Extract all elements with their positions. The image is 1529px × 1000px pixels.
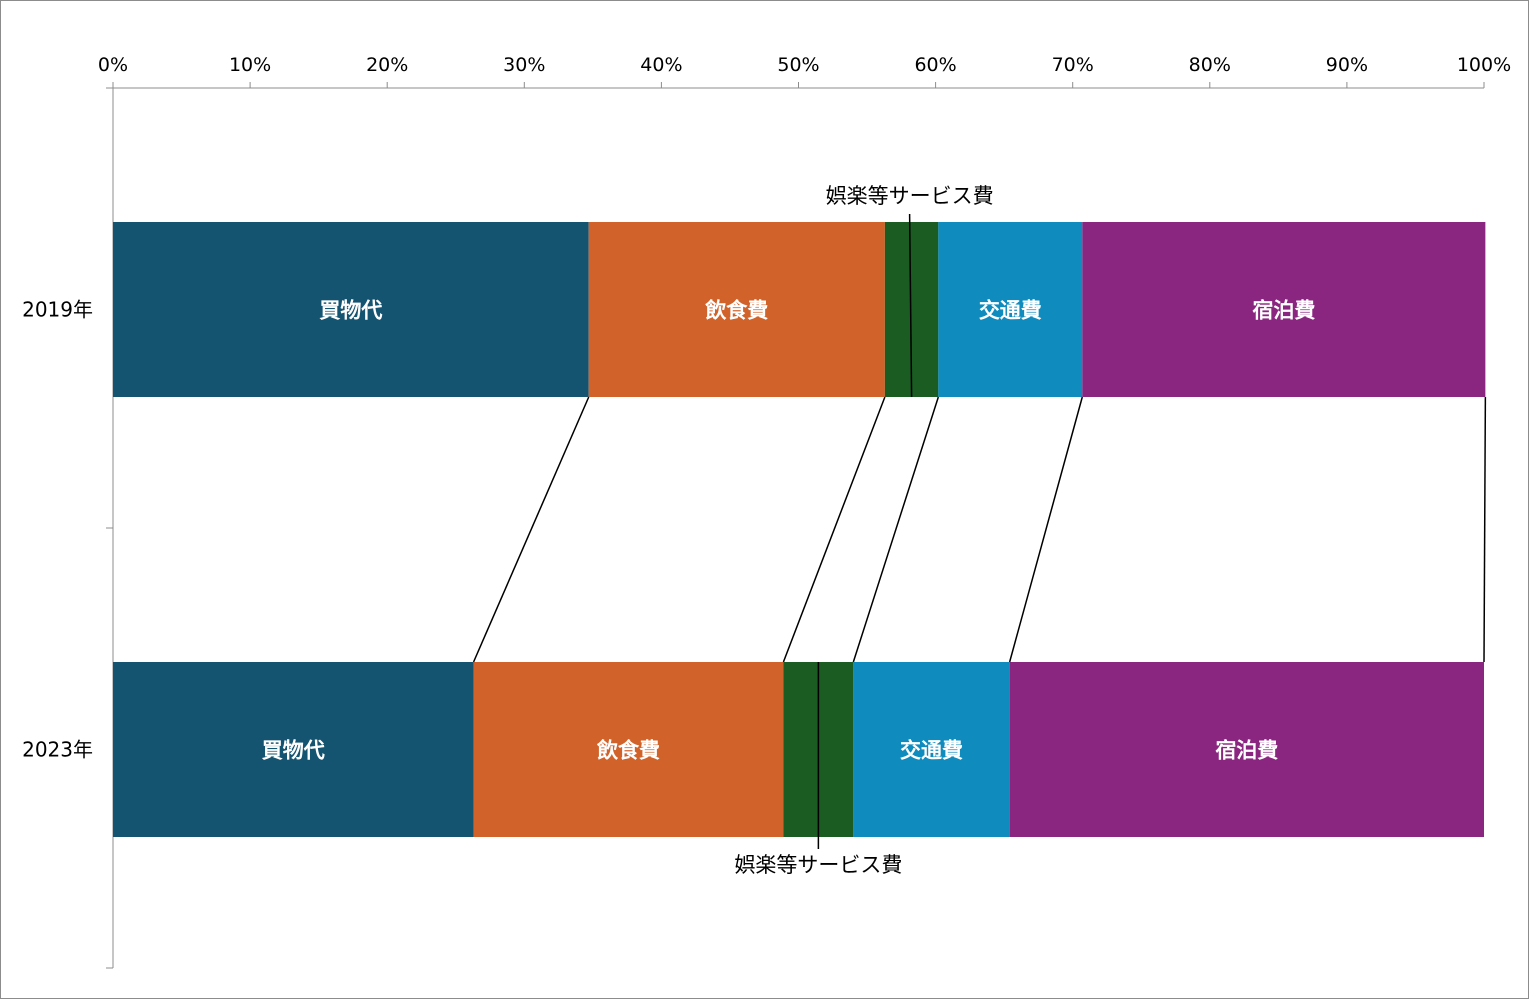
bar-segment-交通費 xyxy=(938,222,1083,397)
data-label: 飲食費 xyxy=(596,739,660,763)
callout-label: 娯楽等サービス費 xyxy=(826,184,994,208)
bar-segment-交通費 xyxy=(853,662,1010,837)
bar-segment-宿泊費 xyxy=(1082,222,1486,397)
series-line xyxy=(472,396,590,663)
bar-segment-飲食費 xyxy=(473,662,784,837)
bar-segment-買物代 xyxy=(113,662,474,837)
data-label: 宿泊費 xyxy=(1252,299,1315,323)
y-category-label: 2019年 xyxy=(22,298,93,322)
series-line xyxy=(1008,396,1084,663)
series-line xyxy=(852,396,940,663)
y-category-label: 2023年 xyxy=(22,738,93,762)
series-line xyxy=(782,396,886,663)
data-label: 交通費 xyxy=(900,739,963,763)
data-label: 買物代 xyxy=(319,299,382,323)
x-tick-label: 50% xyxy=(777,54,819,76)
data-label: 買物代 xyxy=(262,739,325,763)
callout-leader xyxy=(908,213,913,398)
x-tick-label: 60% xyxy=(914,54,956,76)
x-tick-label: 0% xyxy=(98,54,128,76)
x-tick-label: 90% xyxy=(1326,54,1368,76)
x-tick-label: 20% xyxy=(366,54,408,76)
x-tick-label: 40% xyxy=(640,54,682,76)
bar-segment-買物代 xyxy=(113,222,589,397)
data-label: 飲食費 xyxy=(704,299,768,323)
x-tick-label: 10% xyxy=(229,54,271,76)
x-tick-label: 30% xyxy=(503,54,545,76)
x-tick-label: 100% xyxy=(1457,54,1511,76)
x-tick-label: 70% xyxy=(1052,54,1094,76)
data-label: 宿泊費 xyxy=(1215,739,1278,763)
bar-segment-飲食費 xyxy=(588,222,885,397)
series-line xyxy=(1483,396,1487,663)
data-label: 交通費 xyxy=(979,299,1042,323)
callout-label: 娯楽等サービス費 xyxy=(734,853,902,877)
x-tick-label: 80% xyxy=(1189,54,1231,76)
bar-segment-宿泊費 xyxy=(1009,662,1484,837)
